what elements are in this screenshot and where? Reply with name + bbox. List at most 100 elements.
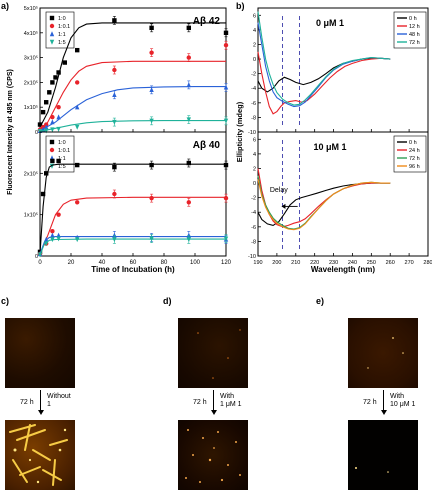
data-point <box>50 232 55 238</box>
data-point <box>149 118 154 124</box>
fit-line <box>39 60 226 132</box>
data-point <box>40 109 46 115</box>
x-tick-label: 60 <box>130 260 137 266</box>
data-point <box>56 114 61 120</box>
data-point <box>50 114 55 120</box>
data-point <box>56 126 61 132</box>
y-tick-label: -2 <box>251 72 256 78</box>
x-tick-label: 40 <box>99 260 106 266</box>
arrow-block-d: 72 h With 1 μM 1 <box>193 390 293 420</box>
data-point <box>186 232 191 238</box>
data-point <box>50 80 55 85</box>
legend-marker <box>49 23 55 29</box>
legend-label: 1:0 <box>58 140 66 146</box>
data-point <box>112 92 117 97</box>
x-tick-label: 190 <box>253 260 262 266</box>
data-point <box>75 80 80 85</box>
x-tick-label: 120 <box>221 260 232 266</box>
y-tick-label: -2 <box>251 196 256 202</box>
panel-label-b: b) <box>236 1 245 11</box>
legend-label: 1:5 <box>58 164 66 170</box>
series-1-1 <box>37 231 229 257</box>
data-point <box>223 118 229 124</box>
afm-c-before <box>5 318 75 388</box>
chart-title: 10 μM 1 <box>313 142 346 152</box>
data-point <box>112 119 117 125</box>
chart-title: Aβ 42 <box>193 16 221 27</box>
data-point <box>75 47 80 53</box>
legend-label: 1:1 <box>58 32 66 38</box>
y-tick-label: -6 <box>251 101 256 107</box>
legend: 1:0 1:0.1 1:1 1:5 <box>45 11 75 49</box>
condition-label-e: With 10 μM 1 <box>390 393 416 408</box>
time-label-e: 72 h <box>363 399 377 406</box>
arrow-block-c: 72 h Without 1 <box>20 390 120 420</box>
fit-line <box>39 86 226 132</box>
panel-label-d: d) <box>163 296 172 306</box>
data-point <box>37 122 43 127</box>
legend-marker <box>49 31 55 37</box>
y-axis-label: Fluorescent Intensity at 485 nm (CPS) <box>7 69 14 195</box>
y-tick-label: 0 <box>35 130 38 136</box>
data-point <box>75 104 80 110</box>
data-point <box>56 105 61 110</box>
afm-e-after <box>348 420 418 490</box>
data-point <box>44 100 49 105</box>
condition-label-c: Without 1 <box>47 393 71 408</box>
legend-marker <box>49 39 55 45</box>
data-point <box>56 212 61 217</box>
afm-d-before <box>178 318 248 388</box>
x-tick-label: 0 <box>38 260 42 266</box>
legend-label: 1:5 <box>58 40 66 46</box>
data-point <box>223 30 229 35</box>
data-point <box>75 200 80 205</box>
x-tick-label: 100 <box>190 260 201 266</box>
y-tick-label: -10 <box>248 130 256 136</box>
data-point <box>186 237 191 243</box>
data-point <box>62 60 67 65</box>
data-point <box>223 236 229 242</box>
series-line <box>257 57 391 93</box>
fit-line <box>39 238 226 256</box>
x-axis-label: Wavelength (nm) <box>311 265 375 274</box>
data-point <box>50 237 55 243</box>
data-point <box>186 82 191 88</box>
legend-label: 1:0.1 <box>58 148 70 154</box>
x-tick-label: 20 <box>68 260 75 266</box>
legend-label: 72 h <box>409 156 420 162</box>
series-line <box>257 168 391 228</box>
y-tick-label: 5x10⁵ <box>24 5 38 12</box>
time-label-c: 72 h <box>20 399 34 406</box>
y-tick-label: 6 <box>253 13 256 19</box>
data-point <box>44 124 49 130</box>
data-point <box>44 236 49 242</box>
legend-label: 1:1 <box>58 156 66 162</box>
chart-b: -10 -8 -6 -4 -2 0 2 4 6 0 μM 1 0 h 12 h 48 h 72 h -10 -… <box>236 7 432 274</box>
series-line <box>257 11 391 106</box>
fit-line <box>39 163 226 254</box>
y-tick-label: 6 <box>253 137 256 143</box>
series-1-0 <box>37 16 229 128</box>
data-point <box>50 229 55 234</box>
data-point <box>50 127 55 133</box>
series-1-1 <box>37 80 229 133</box>
y-tick-label: 2x10⁵ <box>24 170 38 177</box>
y-tick-label: -8 <box>251 115 256 121</box>
x-tick-label: 260 <box>386 260 395 266</box>
chart-title: Aβ 40 <box>193 140 221 151</box>
data-point <box>223 195 229 201</box>
fit-line <box>39 22 226 128</box>
fit-line <box>39 196 226 255</box>
legend-label: 1:0.1 <box>58 24 70 30</box>
y-tick-label: 3x10⁵ <box>24 55 38 62</box>
data-point <box>149 87 154 93</box>
arrow-block-e: 72 h With 10 μM 1 <box>363 390 431 420</box>
legend-marker <box>49 139 55 145</box>
x-tick-label: 250 <box>367 260 376 266</box>
y-axis-label: Ellipticity (mdeg) <box>236 101 244 162</box>
y-tick-label: -6 <box>251 225 256 231</box>
data-point <box>112 191 117 197</box>
condition-label-d: With 1 μM 1 <box>220 393 242 408</box>
afm-e-before <box>348 318 418 388</box>
